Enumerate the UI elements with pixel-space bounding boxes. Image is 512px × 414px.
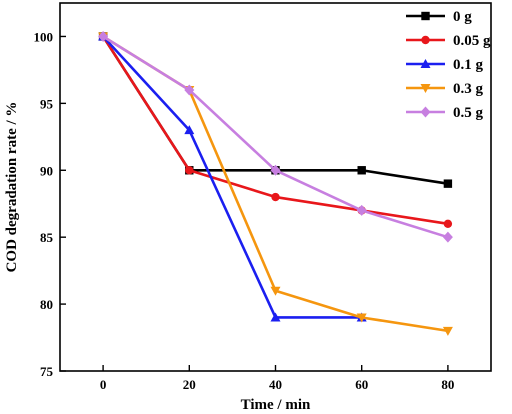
x-tick-label: 60: [355, 377, 368, 392]
x-tick-label: 40: [269, 377, 282, 392]
plot-axes: 0 20 40 60 80 75 80 85 90 95 100: [34, 2, 492, 392]
data-point: [270, 164, 281, 176]
legend-marker: [421, 11, 430, 21]
data-point: [357, 166, 366, 175]
data-point: [184, 84, 195, 96]
data-point: [443, 179, 453, 188]
legend-marker: [420, 59, 431, 68]
y-tick-label: 85: [40, 230, 54, 245]
legend-entry: 0.05 g: [406, 33, 491, 49]
legend-label: 0.05 g: [453, 33, 491, 49]
x-axis-title: Time / min: [241, 397, 311, 413]
series-5: [98, 30, 453, 243]
legend-label: 0.5 g: [453, 105, 484, 121]
data-point: [356, 313, 367, 323]
data-point: [98, 30, 109, 42]
data-point: [270, 312, 281, 322]
series-line: [102, 35, 449, 185]
series-2: [98, 32, 453, 228]
data-point: [356, 204, 367, 216]
data-point: [184, 125, 195, 135]
series-line: [102, 35, 449, 333]
data-point: [271, 192, 280, 202]
legend-entry: 0 g: [406, 9, 472, 25]
data-point: [270, 286, 281, 296]
series-layer: [98, 30, 453, 336]
y-tick-label: 80: [40, 297, 53, 312]
legend-label: 0.1 g: [453, 57, 484, 73]
x-tick-label: 80: [441, 377, 454, 392]
data-point: [185, 166, 194, 175]
y-tick-label: 100: [34, 29, 54, 44]
data-point: [442, 326, 453, 336]
legend: 0 g 0.05 g 0.1 g 0.3 g 0.5 g: [406, 9, 491, 121]
series-line: [102, 35, 362, 319]
data-point: [443, 219, 453, 228]
legend-marker: [420, 84, 431, 93]
y-tick-label: 90: [40, 163, 53, 178]
series-4: [98, 32, 453, 336]
series-line: [102, 35, 449, 239]
legend-marker: [421, 35, 430, 45]
y-tick-label: 75: [40, 364, 54, 379]
legend-marker: [420, 106, 431, 118]
legend-label: 0.3 g: [453, 81, 484, 97]
series-3: [98, 31, 367, 322]
y-axis-title: COD degradation rate / %: [4, 102, 20, 273]
x-tick-label: 20: [183, 377, 196, 392]
legend-entry: 0.1 g: [406, 57, 484, 73]
legend-label: 0 g: [453, 9, 472, 25]
y-tick-label: 95: [40, 96, 54, 111]
x-tick-label: 0: [100, 377, 107, 392]
data-point: [442, 231, 453, 243]
legend-entry: 0.5 g: [406, 105, 484, 121]
legend-entry: 0.3 g: [406, 81, 484, 97]
